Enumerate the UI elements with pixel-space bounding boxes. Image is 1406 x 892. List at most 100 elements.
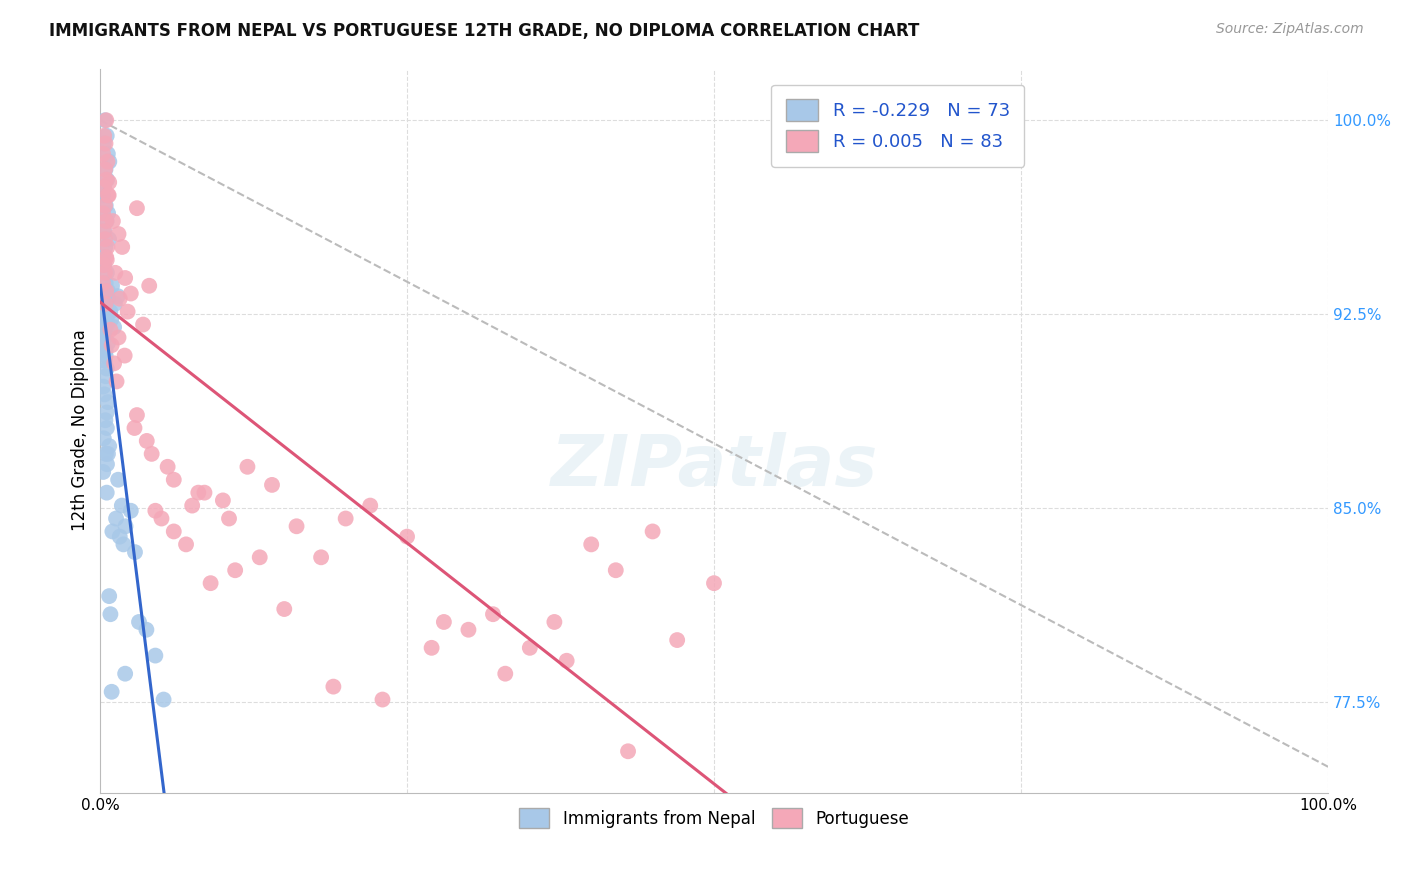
Point bbox=[143, 648, 166, 663]
Point bbox=[91, 301, 114, 316]
Point bbox=[107, 289, 129, 303]
Point bbox=[96, 172, 118, 186]
Point bbox=[100, 685, 122, 699]
Point bbox=[359, 499, 381, 513]
Point bbox=[98, 589, 121, 603]
Point bbox=[91, 146, 114, 161]
Point bbox=[96, 485, 118, 500]
Point bbox=[124, 421, 146, 435]
Point bbox=[135, 623, 157, 637]
Point bbox=[132, 318, 155, 332]
Point bbox=[91, 206, 114, 220]
Point bbox=[138, 278, 160, 293]
Point bbox=[93, 224, 115, 238]
Point bbox=[96, 312, 118, 326]
Point bbox=[104, 297, 127, 311]
Point bbox=[212, 493, 235, 508]
Legend: Immigrants from Nepal, Portuguese: Immigrants from Nepal, Portuguese bbox=[513, 801, 915, 835]
Point bbox=[94, 198, 117, 212]
Point bbox=[285, 519, 308, 533]
Point bbox=[94, 198, 117, 212]
Y-axis label: 12th Grade, No Diploma: 12th Grade, No Diploma bbox=[72, 330, 89, 532]
Point bbox=[94, 162, 117, 177]
Point bbox=[218, 511, 240, 525]
Point bbox=[94, 318, 117, 332]
Point bbox=[114, 519, 136, 533]
Point bbox=[91, 276, 114, 290]
Point bbox=[117, 304, 139, 318]
Point bbox=[93, 353, 115, 368]
Point bbox=[135, 434, 157, 448]
Point bbox=[309, 550, 332, 565]
Point bbox=[97, 206, 120, 220]
Point bbox=[98, 439, 121, 453]
Point bbox=[120, 504, 142, 518]
Point bbox=[181, 499, 204, 513]
Point bbox=[94, 447, 117, 461]
Point bbox=[96, 214, 118, 228]
Point bbox=[193, 485, 215, 500]
Point bbox=[101, 214, 124, 228]
Point bbox=[141, 447, 163, 461]
Point bbox=[555, 654, 578, 668]
Point bbox=[666, 633, 689, 648]
Point bbox=[433, 615, 456, 629]
Point bbox=[187, 485, 209, 500]
Point bbox=[150, 511, 173, 525]
Point bbox=[114, 271, 136, 285]
Point bbox=[93, 292, 115, 306]
Point bbox=[96, 361, 118, 376]
Point bbox=[91, 465, 114, 479]
Point bbox=[94, 343, 117, 358]
Point bbox=[94, 240, 117, 254]
Point bbox=[107, 330, 129, 344]
Point bbox=[103, 320, 125, 334]
Point bbox=[107, 473, 129, 487]
Point bbox=[96, 113, 118, 128]
Point bbox=[91, 341, 114, 355]
Point bbox=[494, 666, 516, 681]
Point bbox=[128, 615, 150, 629]
Point bbox=[96, 252, 118, 267]
Point bbox=[482, 607, 505, 622]
Point bbox=[97, 292, 120, 306]
Point bbox=[371, 692, 394, 706]
Point bbox=[96, 214, 118, 228]
Point bbox=[260, 478, 283, 492]
Point bbox=[163, 473, 186, 487]
Point bbox=[114, 666, 136, 681]
Point bbox=[93, 258, 115, 272]
Point bbox=[93, 180, 115, 194]
Point bbox=[322, 680, 344, 694]
Point bbox=[94, 369, 117, 384]
Point bbox=[200, 576, 222, 591]
Point bbox=[97, 146, 120, 161]
Point bbox=[93, 224, 115, 238]
Point bbox=[249, 550, 271, 565]
Point bbox=[94, 297, 117, 311]
Point bbox=[108, 292, 131, 306]
Point bbox=[107, 227, 129, 241]
Point bbox=[93, 327, 115, 342]
Point bbox=[94, 266, 117, 280]
Point bbox=[519, 640, 541, 655]
Point bbox=[93, 330, 115, 344]
Point bbox=[112, 537, 135, 551]
Point bbox=[236, 459, 259, 474]
Point bbox=[94, 162, 117, 177]
Point bbox=[93, 387, 115, 401]
Point bbox=[100, 304, 122, 318]
Point bbox=[641, 524, 664, 539]
Point bbox=[163, 524, 186, 539]
Point bbox=[143, 504, 166, 518]
Point bbox=[105, 375, 128, 389]
Text: ZIPatlas: ZIPatlas bbox=[551, 433, 877, 501]
Point bbox=[96, 266, 118, 280]
Point bbox=[152, 692, 174, 706]
Point bbox=[605, 563, 627, 577]
Point bbox=[93, 323, 115, 337]
Point bbox=[101, 278, 124, 293]
Point bbox=[94, 113, 117, 128]
Point bbox=[125, 408, 148, 422]
Point bbox=[96, 250, 118, 264]
